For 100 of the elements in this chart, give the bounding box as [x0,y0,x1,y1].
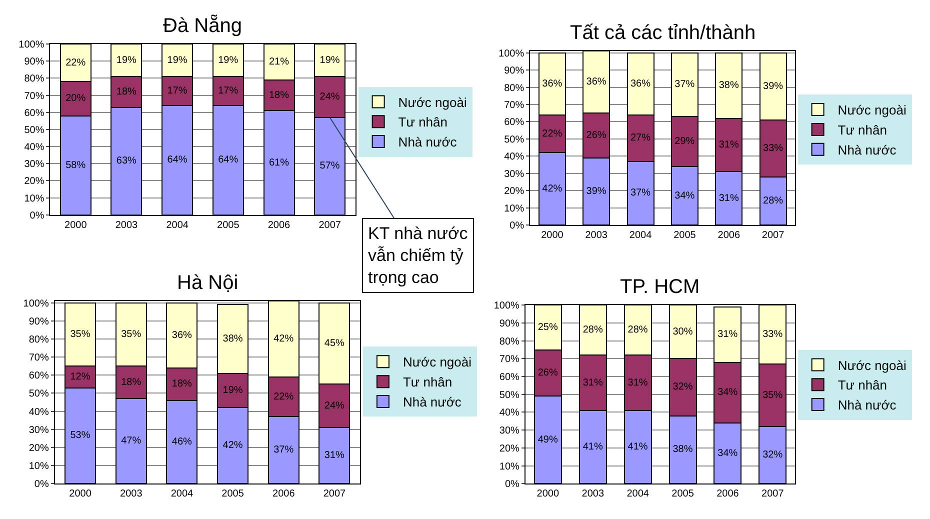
data-label: 34% [718,448,738,459]
x-tick-label: 2005 [672,488,694,500]
y-tick-label: 30% [504,168,524,180]
data-label: 30% [672,326,693,338]
y-tick-label: 20% [499,443,520,454]
legend-label: Nhà nước [402,394,462,410]
data-label: 33% [762,329,783,340]
y-tick-label: 40% [504,152,524,163]
y-tick-label: 100% [23,298,49,310]
data-label: 19% [222,385,243,396]
data-label: 38% [222,334,243,345]
legend-label: Nhà nước [838,142,897,158]
data-label: 31% [718,192,739,204]
data-label: 35% [121,329,142,340]
y-tick-label: 80% [499,336,520,348]
data-label: 28% [763,195,784,206]
y-tick-label: 10% [28,461,49,472]
y-tick-label: 40% [28,406,49,418]
x-tick-label: 2004 [626,488,650,500]
data-label: 31% [582,377,603,388]
data-label: 18% [172,378,192,390]
data-label: 41% [628,442,648,453]
y-tick-label: 60% [504,117,524,128]
y-tick-label: 70% [28,352,49,364]
x-tick-label: 2003 [115,220,138,231]
y-tick-label: 70% [499,354,520,366]
data-label: 37% [674,79,695,90]
y-tick-label: 60% [28,370,49,382]
x-tick-label: 2003 [585,230,608,242]
x-tick-label: 2007 [762,230,785,242]
chart-title: Hà Nội [177,272,238,294]
y-tick-label: 90% [28,316,49,328]
y-tick-label: 20% [28,442,49,454]
x-tick-label: 2005 [222,488,244,500]
y-tick-label: 80% [504,82,524,94]
y-tick-label: 60% [499,372,520,384]
data-label: 33% [763,142,784,154]
data-label: 18% [116,86,137,98]
data-label: 31% [718,139,739,150]
data-label: 37% [630,188,651,199]
y-tick-label: 0% [34,479,49,490]
y-tick-label: 100% [18,40,44,51]
data-label: 46% [172,436,192,448]
data-label: 36% [172,330,192,341]
data-label: 26% [538,367,558,378]
legend-label: Nhà nước [398,134,458,150]
y-tick-label: 20% [504,186,524,198]
y-tick-label: 50% [499,390,520,401]
data-label: 39% [763,80,784,92]
x-tick-label: 2000 [536,488,560,500]
data-label: 36% [630,78,651,90]
y-tick-label: 80% [24,74,44,85]
data-label: 19% [218,54,238,66]
x-tick-label: 2003 [582,488,604,500]
legend-label: Tư nhân [398,114,448,130]
data-label: 38% [718,80,739,92]
x-tick-label: 2006 [272,488,296,500]
data-label: 21% [268,56,290,68]
data-label: 32% [672,382,693,393]
x-tick-label: 2005 [674,230,696,242]
legend-label: Nước ngoài [838,358,906,373]
data-label: 57% [320,160,340,172]
y-tick-label: 30% [28,424,49,436]
data-label: 42% [542,183,562,194]
x-tick-label: 2004 [629,230,652,242]
y-tick-label: 10% [504,203,524,214]
x-tick-label: 2006 [268,220,291,231]
data-label: 53% [70,430,90,442]
data-label: 31% [324,450,345,462]
y-tick-label: 30% [24,159,44,170]
data-label: 36% [542,78,562,90]
data-label: 27% [630,132,651,144]
x-tick-label: 2000 [64,220,88,231]
data-label: 37% [274,444,294,456]
x-tick-label: 2006 [716,488,740,500]
y-tick-label: 50% [24,124,44,136]
data-label: 28% [582,324,603,336]
y-tick-label: 0% [504,479,520,490]
data-label: 17% [218,86,238,97]
data-label: 32% [762,450,783,461]
y-tick-label: 70% [504,100,524,112]
legend-label: Tư nhân [402,374,452,390]
y-tick-label: 90% [24,56,44,68]
y-tick-label: 100% [494,300,520,312]
x-tick-label: 2007 [318,220,342,231]
y-tick-label: 20% [24,176,44,188]
data-label: 18% [121,376,142,388]
data-label: 26% [586,130,606,141]
data-label: 36% [586,76,606,88]
data-label: 20% [66,93,86,104]
x-tick-label: 2004 [166,220,189,231]
y-tick-label: 0% [30,210,44,222]
legend-label: Nước ngoài [402,354,472,370]
legend-label: Nước ngoài [398,94,467,110]
data-label: 19% [116,54,137,66]
legend-label: Tư nhân [838,378,888,393]
y-tick-label: 30% [499,426,520,437]
x-tick-label: 2004 [170,488,194,500]
y-tick-label: 90% [504,66,524,77]
y-tick-label: 60% [24,108,44,119]
